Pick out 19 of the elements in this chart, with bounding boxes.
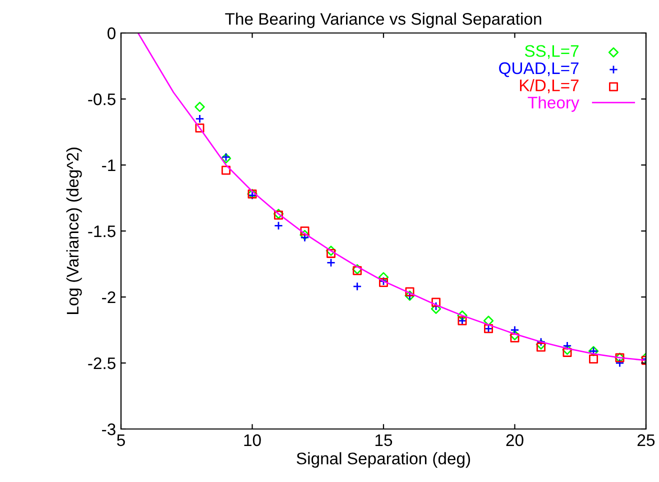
y-tick-label: -2: [102, 291, 116, 304]
y-tick-label: 0: [108, 27, 116, 40]
x-axis-title: Signal Separation (deg): [296, 452, 470, 468]
y-tick-label: -1.5: [88, 226, 116, 238]
chart-title: The Bearing Variance vs Signal Separation: [225, 12, 542, 28]
y-axis-title: Log (Variance) (deg^2): [66, 148, 82, 314]
y-tick-label: -3: [102, 423, 116, 436]
y-tick-label: -2.5: [88, 357, 116, 370]
y-tick-label: -1: [102, 160, 116, 172]
x-tick-label: 15: [376, 434, 392, 446]
x-tick-label: 25: [638, 434, 655, 446]
legend-label: SS,L=7: [524, 45, 578, 59]
legend-label: QUAD,L=7: [499, 62, 578, 78]
x-tick-label: 20: [506, 434, 524, 446]
y-tick-label: -0.5: [88, 93, 116, 106]
legend-label: Theory: [528, 96, 580, 112]
legend-label: K/D,L=7: [520, 79, 578, 94]
x-tick-label: 10: [244, 434, 261, 446]
x-tick-label: 5: [117, 434, 125, 446]
